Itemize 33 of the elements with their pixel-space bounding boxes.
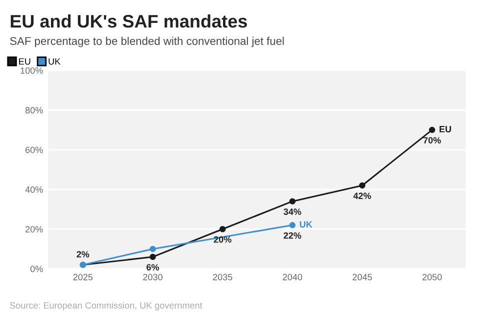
point: [428, 126, 436, 134]
point: [289, 222, 296, 228]
data-label: 22%: [284, 232, 302, 239]
source-note: Source: European Commission, UK government: [10, 302, 202, 310]
data-label: 70%: [423, 137, 441, 144]
chart-subtitle: SAF percentage to be blended with conventional jet fuel: [10, 36, 284, 48]
y-tick-label: 40%: [25, 186, 43, 193]
data-label: 42%: [353, 192, 372, 200]
point: [289, 198, 296, 204]
x-tick-label: 2040: [282, 274, 302, 280]
y-tick-label: 100%: [20, 67, 43, 74]
y-tick-label: 0%: [30, 266, 43, 272]
data-label: 34%: [284, 208, 302, 215]
chart-title: EU and UK's SAF mandates: [10, 14, 247, 28]
legend-label: EU: [19, 58, 30, 65]
point: [359, 182, 366, 189]
x-tick-label: 2035: [212, 274, 232, 280]
text: UK: [300, 221, 312, 228]
y-tick-label: 20%: [26, 226, 43, 232]
x-tick-label: 2045: [352, 274, 372, 280]
data-label: 6%: [146, 264, 160, 270]
data-label: 2%: [76, 251, 90, 258]
data-label: 20%: [214, 236, 232, 243]
point: [150, 246, 156, 252]
point: [150, 254, 156, 260]
x-tick-label: 2050: [422, 274, 442, 280]
x-tick-label: 2025: [73, 274, 93, 280]
x-tick-label: 2030: [143, 274, 162, 280]
point: [219, 226, 226, 232]
y-tick-label: 80%: [25, 107, 43, 114]
text: EU: [440, 126, 452, 132]
y-tick-label: 60%: [26, 146, 43, 154]
legend-label: UK: [48, 58, 60, 65]
